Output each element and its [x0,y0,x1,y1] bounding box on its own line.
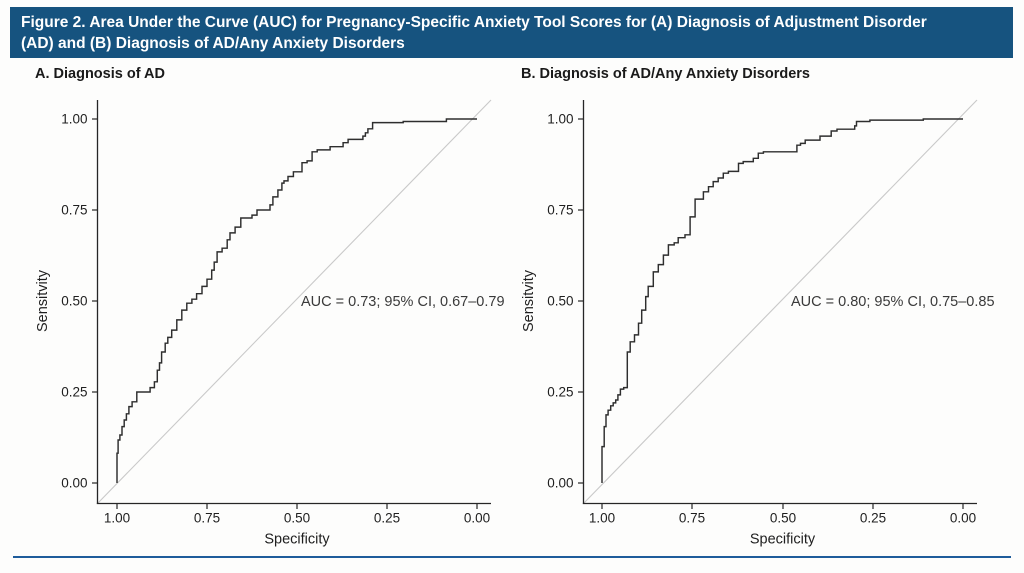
y-axis-title: Sensitvity [521,269,537,332]
y-tick-label: 1.00 [547,112,573,127]
roc-curve [116,118,477,483]
panel-a-title: A. Diagnosis of AD [35,66,165,82]
chance-diagonal-line [583,99,978,504]
y-axis-title: Sensitvity [35,269,51,332]
auc-annotation-b: AUC = 0.80; 95% CI, 0.75–0.85 [791,294,995,310]
figure-title-line2: (AD) and (B) Diagnosis of AD/Any Anxiety… [21,35,405,52]
y-tick-label: 0.50 [61,294,87,309]
y-tick-label: 0.25 [61,385,87,400]
y-tick-label: 1.00 [61,112,87,127]
figure-title-bar: Figure 2. Area Under the Curve (AUC) for… [10,7,1013,58]
auc-annotation-a: AUC = 0.73; 95% CI, 0.67–0.79 [301,294,505,310]
chance-diagonal-line [97,99,492,504]
x-tick-label: 1.00 [589,511,615,526]
x-tick-label: 0.50 [770,511,796,526]
x-tick-label: 0.25 [860,511,886,526]
footer-divider [13,556,1011,558]
y-tick-label: 0.75 [547,203,573,218]
panel-b-title: B. Diagnosis of AD/Any Anxiety Disorders [521,66,810,82]
y-tick-label: 0.50 [547,294,573,309]
x-tick-label: 0.25 [374,511,400,526]
roc-curve [601,118,963,483]
x-tick-label: 0.75 [194,511,220,526]
y-tick-label: 0.25 [547,385,573,400]
y-tick-label: 0.00 [547,476,573,491]
x-axis-title: Specificity [750,532,816,548]
y-tick-label: 0.00 [61,476,87,491]
figure-title-line1: Figure 2. Area Under the Curve (AUC) for… [21,14,927,31]
x-tick-label: 0.75 [679,511,705,526]
x-tick-label: 1.00 [104,511,130,526]
y-tick-label: 0.75 [61,203,87,218]
x-tick-label: 0.50 [284,511,310,526]
x-tick-label: 0.00 [464,511,490,526]
x-tick-label: 0.00 [950,511,976,526]
x-axis-title: Specificity [264,532,330,548]
roc-panel-b: 0.00 0.25 0.50 0.75 1.00 1.00 0.75 0.50 0.25 0.00… [521,99,978,548]
roc-panel-a: 0.00 0.25 0.50 0.75 1.00 1.00 0.75 0.50 0.25 0.00… [35,99,492,548]
